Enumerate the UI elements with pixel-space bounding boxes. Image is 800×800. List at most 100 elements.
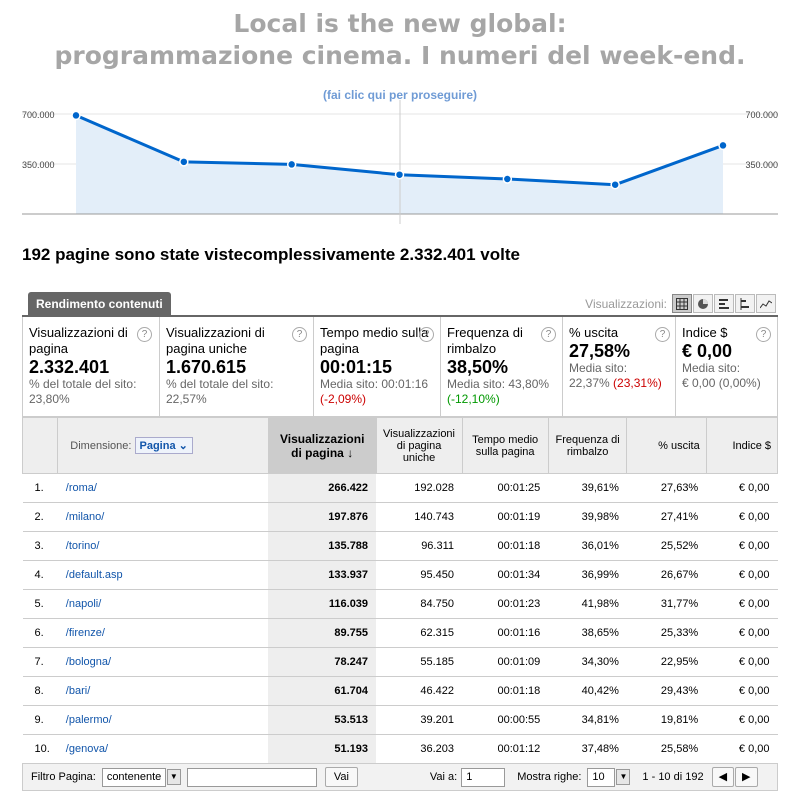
continue-link[interactable]: (fai clic qui per proseguire) [322,88,478,102]
page-link[interactable]: /genova/ [57,734,269,764]
unique-pageviews: 36.203 [376,734,463,764]
dollar-index: € 0,00 [706,676,778,706]
exit-rate: 27,41% [626,502,707,532]
page-link[interactable]: /palermo/ [57,705,269,735]
header-dollar-index[interactable]: Indice $ [705,417,779,474]
dollar-index: € 0,00 [706,647,778,677]
go-button[interactable]: Vai [324,767,358,787]
area-fill [76,115,723,214]
metric-bounce-rate: Frequenza di rimbalzo 38,50% Media sito:… [441,317,563,416]
page-link[interactable]: /firenze/ [57,618,269,648]
page-link[interactable]: /torino/ [57,531,269,561]
page-link[interactable]: /milano/ [57,502,269,532]
metric-pageviews: Visualizzazioni di pagina 2.332.401 % de… [23,317,160,416]
trend-view-icon[interactable] [756,294,776,313]
header-avg-time[interactable]: Tempo medio sulla pagina [461,417,549,474]
help-icon[interactable]: ? [756,327,771,342]
exit-rate: 27,63% [626,473,707,503]
exit-rate: 19,81% [626,705,707,735]
pageviews: 135.788 [268,531,377,561]
header-exit-rate[interactable]: % uscita [626,417,707,474]
y-tick-label-right: 700.000 [745,110,778,120]
table-row: 1./roma/266.422 192.028 00:01:25 39,61% 27,6… [22,473,778,503]
exit-rate: 31,77% [626,589,707,619]
title-line-1: Local is the new global: [233,9,567,38]
dimension-select[interactable]: Pagina ⌄ [134,437,193,454]
table-row: 7./bologna/78.247 55.185 00:01:09 34,30% 22,… [22,647,778,677]
help-icon[interactable]: ? [419,327,434,342]
dollar-index: € 0,00 [706,589,778,619]
row-index: 2. [22,502,58,532]
page-link[interactable]: /roma/ [57,473,269,503]
prev-page-button[interactable]: ◀ [711,767,735,787]
page-link[interactable]: /default.asp [57,560,269,590]
table-row: 6./firenze/89.755 62.315 00:01:16 38,65% 25,… [22,618,778,648]
pageviews: 51.193 [268,734,377,764]
exit-rate: 29,43% [626,676,707,706]
unique-pageviews: 55.185 [376,647,463,677]
bounce-rate: 36,99% [548,560,627,590]
pageviews: 61.704 [268,676,377,706]
dollar-index: € 0,00 [706,705,778,735]
avg-time: 00:01:09 [462,647,549,677]
header-bounce-rate[interactable]: Frequenza di rimbalzo [547,417,628,474]
row-index: 1. [22,473,58,503]
dollar-index: € 0,00 [706,473,778,503]
help-icon[interactable]: ? [292,327,307,342]
table-footer: Filtro Pagina: contenente ▼ Vai Vai a: 1… [22,763,778,791]
bounce-rate: 34,81% [548,705,627,735]
dollar-index: € 0,00 [706,618,778,648]
help-icon[interactable]: ? [137,327,152,342]
goto-input[interactable]: 1 [461,767,506,787]
exit-rate: 25,52% [626,531,707,561]
help-icon[interactable]: ? [541,327,556,342]
page-link[interactable]: /napoli/ [57,589,269,619]
unique-pageviews: 192.028 [376,473,463,503]
pie-view-icon[interactable] [693,294,713,313]
pageviews: 89.755 [268,618,377,648]
bar-view-icon[interactable] [714,294,734,313]
unique-pageviews: 39.201 [376,705,463,735]
metric-dollar-index: Indice $ € 0,00 Media sito: € 0,00 (0,00… [676,317,777,416]
rows-select[interactable]: 10 ▼ [587,767,631,787]
view-switcher: Visualizzazioni: [585,294,776,313]
header-unique-pageviews[interactable]: Visualizzazioni di pagina uniche [375,417,463,474]
avg-time: 00:01:16 [462,618,549,648]
pageviews: 116.039 [268,589,377,619]
tab-content-performance[interactable]: Rendimento contenuti [28,292,171,317]
report-tabbar: Rendimento contenuti Visualizzazioni: [22,292,778,317]
content-table: Dimensione: Pagina ⌄ Visualizzazioni di … [21,417,779,764]
bounce-rate: 37,48% [548,734,627,764]
page-link[interactable]: /bologna/ [57,647,269,677]
y-tick-label-right: 350.000 [745,160,778,170]
exit-rate: 26,67% [626,560,707,590]
avg-time: 00:01:19 [462,502,549,532]
row-index: 10. [22,734,58,764]
dimension-header: Dimensione: Pagina ⌄ [57,417,269,474]
page-link[interactable]: /bari/ [57,676,269,706]
exit-rate: 22,95% [626,647,707,677]
data-point [610,179,620,190]
unique-pageviews: 96.311 [376,531,463,561]
comparison-view-icon[interactable] [735,294,755,313]
data-point [502,174,513,184]
help-icon[interactable]: ? [655,327,670,342]
filter-mode-select[interactable]: contenente ▼ [101,767,181,787]
unique-pageviews: 84.750 [376,589,463,619]
next-page-button[interactable]: ▶ [735,767,758,787]
bounce-rate: 41,98% [548,589,627,619]
sparkline-chart: 700.000 700.000 350.000 350.000 [22,100,778,224]
avg-time: 00:01:18 [462,676,549,706]
header-pageviews[interactable]: Visualizzazioni di pagina ↓ [267,417,377,474]
table-row: 2./milano/197.876 140.743 00:01:19 39,98% 27… [22,502,778,532]
avg-time: 00:01:25 [462,473,549,503]
avg-time: 00:01:12 [462,734,549,764]
filter-input[interactable] [186,767,317,787]
rows-label: Mostra righe: [517,771,582,783]
table-row: 9./palermo/53.513 39.201 00:00:55 34,81% 19,… [22,705,778,735]
data-point [718,140,728,151]
goto-label: Vai a: [429,771,458,783]
row-index: 6. [22,618,58,648]
table-view-icon[interactable] [672,294,692,313]
summary-headline: 192 pagine sono state vistecomplessivame… [22,245,520,264]
